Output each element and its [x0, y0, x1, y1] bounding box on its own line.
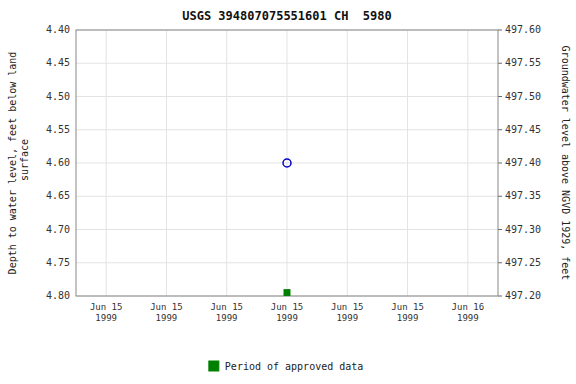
x-tick-label: Jun 151999: [331, 302, 364, 323]
y-tick-label: 4.65: [46, 190, 70, 201]
square-marker: [284, 290, 290, 296]
y2-tick: [498, 163, 502, 164]
axes: 4.40 4.45 4.50 4.55 4.60 4.65 4.70 4.75 4.80 497.…: [46, 24, 541, 323]
y2-tick: [498, 262, 502, 263]
y2-tick-label: 497.45: [505, 124, 541, 135]
y2-tick: [498, 196, 502, 197]
y-tick-label: 4.45: [46, 57, 70, 68]
y-tick-label: 4.55: [46, 124, 70, 135]
legend-swatch: [209, 361, 219, 371]
text-line: Jun 15: [271, 302, 304, 312]
text-line: surface: [19, 139, 30, 187]
text-line: Depth to water level, feet below land: [7, 52, 18, 275]
grid-line: [226, 30, 227, 296]
grid-line: [407, 30, 408, 296]
y-tick-label: 4.60: [46, 157, 70, 168]
y2-tick-label: 497.30: [505, 224, 541, 235]
x-tick-label: Jun 151999: [271, 302, 304, 323]
grid-line: [166, 30, 167, 296]
text-line: 1999: [156, 313, 178, 323]
x-tick-label: Jun 151999: [210, 302, 243, 323]
y2-tick-label: 497.60: [505, 24, 541, 35]
y2-tick-label: 497.25: [505, 257, 541, 268]
y2-tick: [498, 30, 502, 31]
y2-tick: [498, 96, 502, 97]
text-line: 1999: [457, 313, 479, 323]
text-line: Jun 15: [90, 302, 123, 312]
y2-tick-label: 497.40: [505, 157, 541, 168]
y2-tick-label: 497.35: [505, 190, 541, 201]
text-line: 1999: [336, 313, 358, 323]
legend: Period of approved data: [209, 361, 363, 372]
title: USGS 394807075551601 CH 5980: [182, 9, 392, 23]
grid-line: [347, 30, 348, 296]
grid-line: [287, 30, 288, 296]
x-tick-label: Jun 151999: [150, 302, 183, 323]
text-line: Jun 15: [391, 302, 424, 312]
circle-marker: [283, 159, 291, 167]
y-tick-label: 4.70: [46, 224, 70, 235]
text-line: Jun 15: [150, 302, 183, 312]
background: [0, 0, 576, 384]
y-tick-label: 4.40: [46, 24, 70, 35]
y2-tick-label: 497.20: [505, 290, 541, 301]
x-tick-label: Jun 161999: [452, 302, 485, 323]
y-tick-label: 4.50: [46, 91, 70, 102]
grid: [76, 30, 498, 296]
y2-tick: [498, 63, 502, 64]
y2-tick-label: 497.50: [505, 91, 541, 102]
grid-line: [106, 30, 107, 296]
y2-axis-label: Groundwater level above NGVD 1929, feet: [560, 46, 571, 281]
text-line: 1999: [216, 313, 238, 323]
grid-line: [467, 30, 468, 296]
marks: [283, 159, 291, 296]
y2-tick-label: 497.55: [505, 57, 541, 68]
y2-tick: [498, 229, 502, 230]
text-line: Jun 15: [331, 302, 364, 312]
plot-frame: [76, 30, 498, 296]
x-tick-label: Jun 151999: [90, 302, 123, 323]
y-tick-label: 4.75: [46, 257, 70, 268]
y-tick-label: 4.80: [46, 290, 70, 301]
x-tick-label: Jun 151999: [391, 302, 424, 323]
text-line: Jun 16: [452, 302, 485, 312]
text-line: 1999: [276, 313, 298, 323]
text-line: 1999: [397, 313, 419, 323]
y-axis-label: Depth to water level, feet below land su…: [7, 52, 30, 275]
text-line: 1999: [95, 313, 117, 323]
chart: 4.40 4.45 4.50 4.55 4.60 4.65 4.70 4.75 4.80 497.…: [0, 0, 576, 384]
y2-tick: [498, 129, 502, 130]
text-line: Jun 15: [210, 302, 243, 312]
legend-label: Period of approved data: [225, 361, 363, 372]
y2-tick: [498, 296, 502, 297]
